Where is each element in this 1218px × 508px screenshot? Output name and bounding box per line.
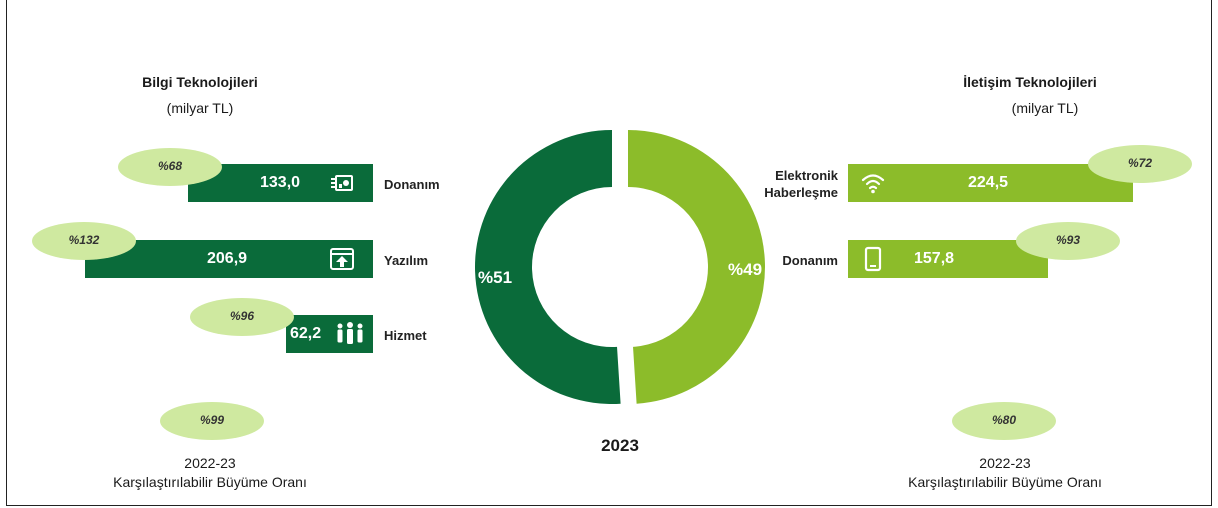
growth-badge-donanim-right: %93 [1016, 222, 1120, 260]
growth-badge-donanim-left: %68 [118, 148, 222, 186]
left-footer-period: 2022-23 [184, 455, 236, 471]
wifi-icon [860, 170, 886, 196]
bar-hizmet: 62,2 [286, 315, 373, 353]
label-donanim-left: Donanım [384, 177, 440, 192]
growth-badge-left-total: %99 [160, 402, 264, 440]
phone-icon [860, 246, 886, 272]
right-footer-period: 2022-23 [979, 455, 1031, 471]
donut-year: 2023 [601, 436, 639, 455]
donut-slice-dark [475, 130, 621, 404]
left-title: Bilgi Teknolojileri [142, 74, 258, 90]
bar-elektronik-haberlesme: 224,5 [848, 164, 1133, 202]
figure-frame [6, 0, 1212, 506]
right-unit: (milyar TL) [1011, 100, 1079, 116]
bar-value: 224,5 [968, 174, 1009, 191]
right-footer-caption: Karşılaştırılabilir Büyüme Oranı [908, 474, 1102, 490]
right-title: İletişim Teknolojileri [963, 74, 1097, 90]
left-footer-caption: Karşılaştırılabilir Büyüme Oranı [113, 474, 307, 490]
software-window-icon [329, 246, 355, 272]
bar-value: 206,9 [207, 250, 248, 267]
bar-value: 133,0 [260, 174, 301, 191]
bar-donanim-right: 157,8 [848, 240, 1048, 278]
people-icon [334, 321, 366, 347]
label-yazilim: Yazılım [384, 253, 429, 268]
growth-badge-elektronik: %72 [1088, 145, 1192, 183]
donut-slice-light [628, 130, 766, 404]
left-unit: (milyar TL) [166, 100, 234, 116]
bar-value: 62,2 [290, 325, 322, 342]
label-hizmet: Hizmet [384, 328, 427, 343]
bar-value: 157,8 [914, 250, 955, 267]
slice-label-dark: %51 [478, 268, 512, 287]
donut-chart: %51 %49 [475, 130, 766, 404]
label-elektronik-haberlesme: Elektronik Haberleşme [764, 168, 838, 200]
label-donanim-right: Donanım [782, 253, 838, 268]
growth-badge-hizmet: %96 [190, 298, 294, 336]
growth-badge-right-total: %80 [952, 402, 1056, 440]
growth-badge-yazilim: %132 [32, 222, 136, 260]
chip-icon [330, 170, 356, 196]
slice-label-light: %49 [728, 260, 762, 279]
